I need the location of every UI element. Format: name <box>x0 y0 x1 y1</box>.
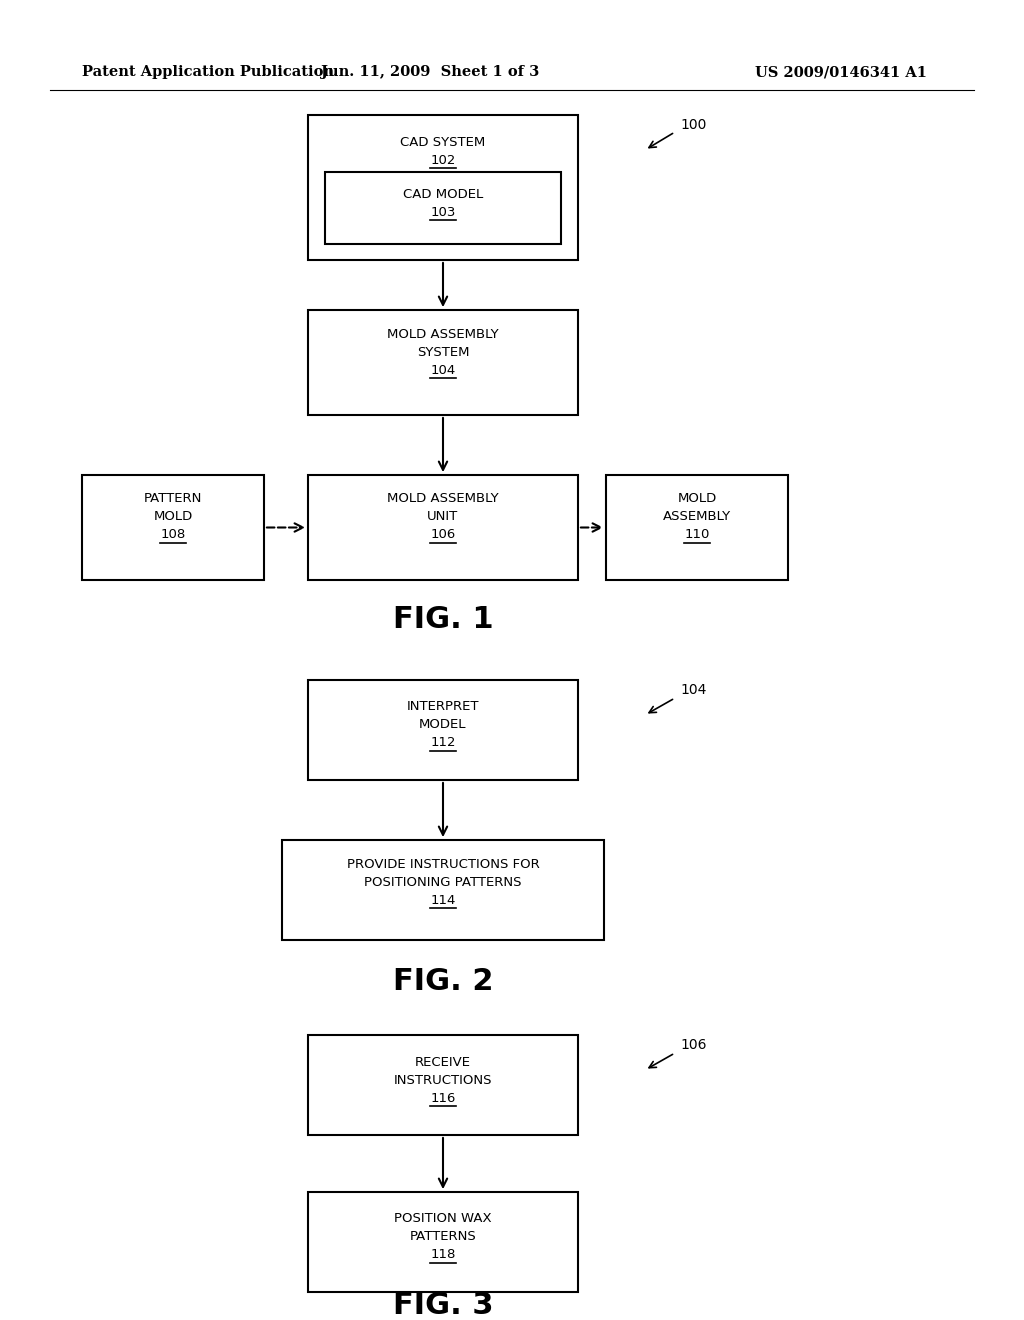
Text: 106: 106 <box>680 1038 707 1052</box>
FancyBboxPatch shape <box>308 1035 578 1135</box>
Text: CAD MODEL: CAD MODEL <box>402 187 483 201</box>
Text: MOLD ASSEMBLY: MOLD ASSEMBLY <box>387 492 499 506</box>
Text: 116: 116 <box>430 1092 456 1105</box>
Text: 104: 104 <box>430 363 456 376</box>
Text: FIG. 2: FIG. 2 <box>393 968 494 997</box>
FancyBboxPatch shape <box>282 840 604 940</box>
Text: ASSEMBLY: ASSEMBLY <box>663 511 731 524</box>
FancyBboxPatch shape <box>308 115 578 260</box>
Text: 100: 100 <box>680 117 707 132</box>
Text: 102: 102 <box>430 154 456 168</box>
Text: INSTRUCTIONS: INSTRUCTIONS <box>394 1073 493 1086</box>
Text: 118: 118 <box>430 1249 456 1262</box>
Text: MOLD: MOLD <box>677 492 717 506</box>
Text: PATTERN: PATTERN <box>143 492 202 506</box>
Text: Jun. 11, 2009  Sheet 1 of 3: Jun. 11, 2009 Sheet 1 of 3 <box>321 65 539 79</box>
Text: 108: 108 <box>161 528 185 541</box>
Text: POSITION WAX: POSITION WAX <box>394 1213 492 1225</box>
Text: FIG. 3: FIG. 3 <box>393 1291 494 1320</box>
Text: 106: 106 <box>430 528 456 541</box>
Text: UNIT: UNIT <box>427 511 459 524</box>
Text: POSITIONING PATTERNS: POSITIONING PATTERNS <box>365 875 522 888</box>
FancyBboxPatch shape <box>82 475 264 579</box>
Text: RECEIVE: RECEIVE <box>415 1056 471 1068</box>
Text: 104: 104 <box>680 682 707 697</box>
FancyBboxPatch shape <box>308 680 578 780</box>
Text: FIG. 1: FIG. 1 <box>392 606 494 635</box>
Text: INTERPRET: INTERPRET <box>407 701 479 714</box>
Text: MOLD: MOLD <box>154 511 193 524</box>
FancyBboxPatch shape <box>308 310 578 414</box>
Text: PATTERNS: PATTERNS <box>410 1230 476 1243</box>
Text: MOLD ASSEMBLY: MOLD ASSEMBLY <box>387 327 499 341</box>
FancyBboxPatch shape <box>606 475 788 579</box>
Text: PROVIDE INSTRUCTIONS FOR: PROVIDE INSTRUCTIONS FOR <box>347 858 540 870</box>
Text: MODEL: MODEL <box>419 718 467 731</box>
FancyBboxPatch shape <box>308 475 578 579</box>
Text: Patent Application Publication: Patent Application Publication <box>82 65 334 79</box>
Text: 114: 114 <box>430 894 456 907</box>
Text: 112: 112 <box>430 737 456 750</box>
Text: US 2009/0146341 A1: US 2009/0146341 A1 <box>755 65 927 79</box>
Text: 103: 103 <box>430 206 456 219</box>
FancyBboxPatch shape <box>325 172 561 244</box>
Text: SYSTEM: SYSTEM <box>417 346 469 359</box>
Text: CAD SYSTEM: CAD SYSTEM <box>400 136 485 149</box>
FancyBboxPatch shape <box>308 1192 578 1292</box>
Text: 110: 110 <box>684 528 710 541</box>
